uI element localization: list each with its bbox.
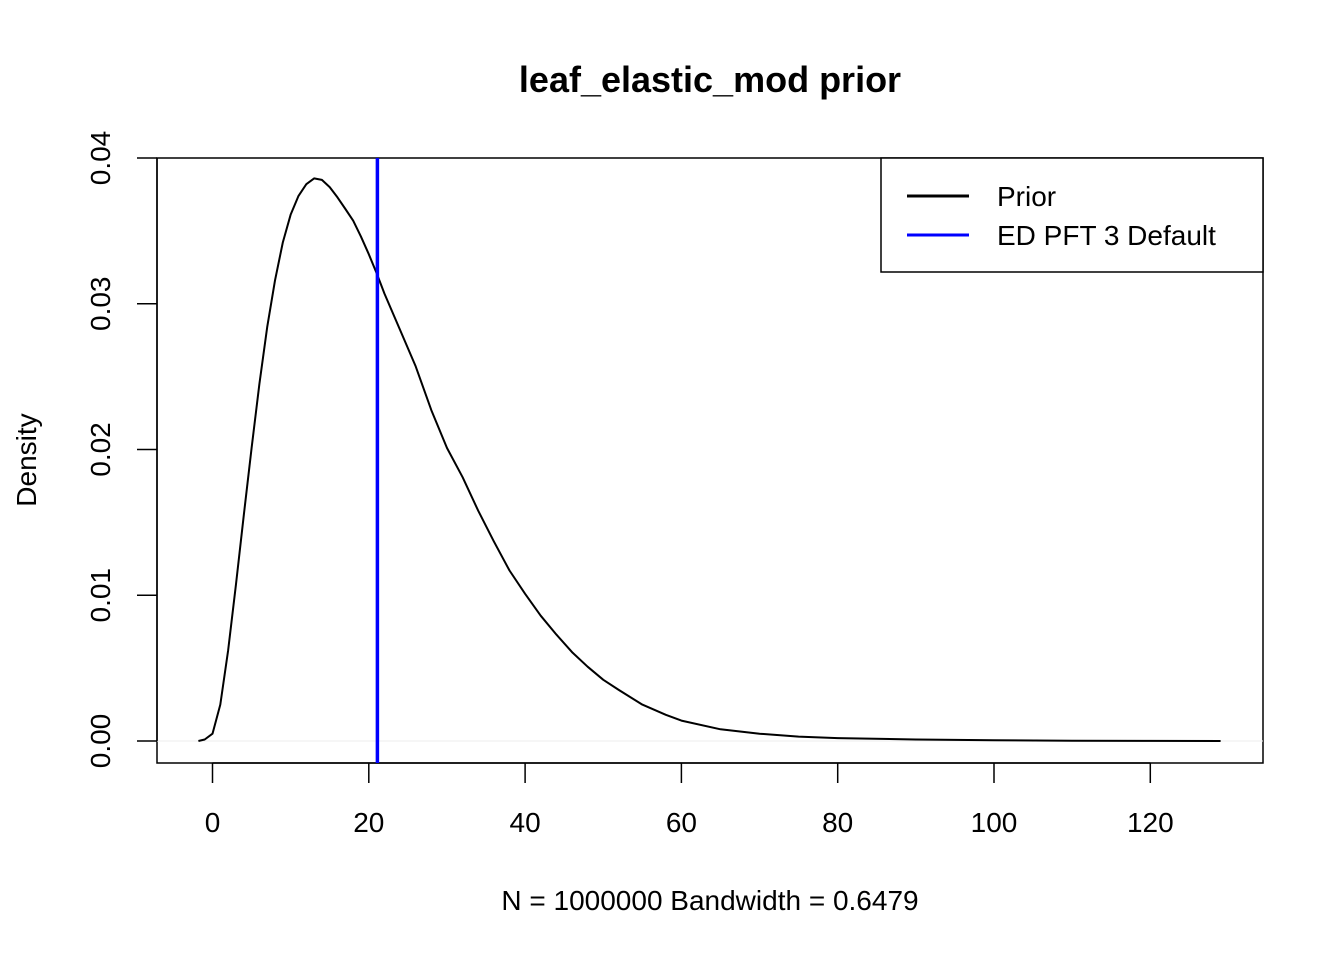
series-prior-line [198,177,1221,742]
series-layer [198,158,1221,763]
x-tick-label: 20 [353,807,384,838]
x-tick-label: 100 [971,807,1018,838]
x-axis-label: N = 1000000 Bandwidth = 0.6479 [501,885,918,916]
x-tick-label: 60 [666,807,697,838]
x-tick-label: 0 [205,807,221,838]
y-tick-label: 0.02 [85,422,116,477]
legend-box [880,157,1264,273]
y-tick-label: 0.00 [85,714,116,769]
chart-title: leaf_elastic_mod prior [519,59,901,100]
y-axis: 0.00 0.01 0.02 0.03 0.04 [85,131,158,769]
y-tick-label: 0.03 [85,277,116,332]
x-tick-label: 80 [822,807,853,838]
y-tick-label: 0.01 [85,568,116,623]
y-axis-label: Density [11,413,42,506]
legend: Prior ED PFT 3 Default [880,157,1264,273]
x-tick-label: 40 [510,807,541,838]
x-tick-label: 120 [1127,807,1174,838]
x-axis: 0 20 40 60 80 100 120 [205,762,1174,838]
y-tick-label: 0.04 [85,131,116,186]
legend-label-default: ED PFT 3 Default [997,220,1216,251]
legend-label-prior: Prior [997,181,1056,212]
